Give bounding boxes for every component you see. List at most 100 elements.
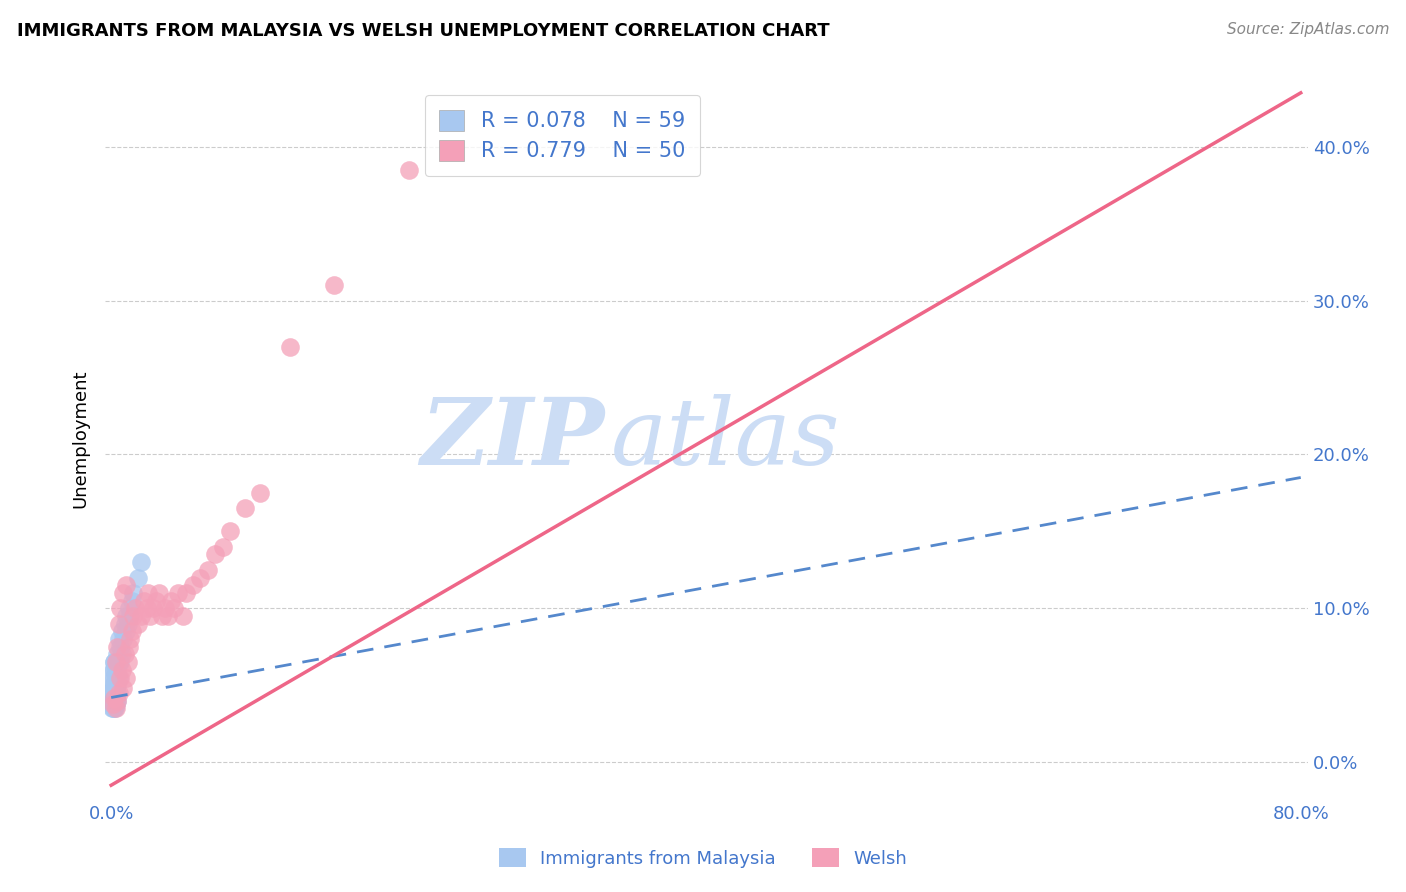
Legend: R = 0.078    N = 59, R = 0.779    N = 50: R = 0.078 N = 59, R = 0.779 N = 50 (425, 95, 700, 176)
Point (148, 586, 170, 600)
Point (104, 701, 127, 715)
Point (153, 601, 176, 615)
Point (103, 663, 125, 677)
Point (190, 570, 212, 584)
Point (120, 632, 142, 646)
Point (105, 648, 128, 662)
Text: ZIP: ZIP (420, 394, 605, 484)
Point (139, 609, 162, 624)
Point (104, 693, 127, 707)
Point (204, 548, 226, 562)
Point (103, 681, 125, 696)
Point (156, 609, 179, 624)
Point (107, 686, 129, 700)
Point (103, 690, 125, 705)
Point (117, 655, 139, 669)
Point (114, 648, 136, 662)
Point (103, 697, 125, 711)
Point (278, 340, 301, 354)
Point (101, 697, 124, 711)
Point (110, 648, 132, 662)
Point (127, 570, 149, 584)
Point (105, 640, 128, 654)
Point (120, 609, 142, 624)
Point (101, 701, 124, 715)
Point (105, 693, 128, 707)
Point (103, 681, 125, 696)
Point (115, 578, 138, 592)
Point (107, 616, 129, 631)
Point (107, 671, 129, 685)
Point (104, 655, 127, 669)
Point (105, 678, 128, 692)
Point (112, 632, 135, 646)
Point (104, 681, 127, 696)
Text: IMMIGRANTS FROM MALAYSIA VS WELSH UNEMPLOYMENT CORRELATION CHART: IMMIGRANTS FROM MALAYSIA VS WELSH UNEMPL… (17, 22, 830, 40)
Point (124, 601, 146, 615)
Point (118, 601, 141, 615)
Point (105, 693, 128, 707)
Point (159, 593, 181, 607)
Point (162, 601, 184, 615)
Point (108, 655, 131, 669)
Point (138, 586, 160, 600)
Point (115, 609, 138, 624)
Point (101, 690, 124, 705)
Point (211, 540, 233, 554)
Point (249, 486, 271, 500)
Point (117, 616, 139, 631)
Point (107, 655, 129, 669)
Point (122, 609, 145, 624)
Point (103, 655, 125, 669)
Point (145, 593, 167, 607)
Point (103, 690, 125, 705)
Point (197, 563, 219, 577)
Point (110, 663, 132, 677)
Point (101, 697, 124, 711)
Point (112, 586, 135, 600)
Point (233, 501, 256, 516)
Point (103, 690, 125, 705)
Point (104, 663, 127, 677)
Point (104, 701, 127, 715)
Point (104, 686, 127, 700)
Point (103, 693, 125, 707)
Point (103, 697, 125, 711)
Point (114, 616, 136, 631)
Point (101, 697, 124, 711)
Y-axis label: Unemployment: Unemployment (72, 370, 89, 508)
Point (112, 681, 135, 696)
Point (103, 701, 125, 715)
Point (107, 632, 129, 646)
Point (101, 693, 124, 707)
Text: atlas: atlas (610, 394, 839, 484)
Point (110, 624, 132, 639)
Point (101, 663, 124, 677)
Point (104, 671, 127, 685)
Point (105, 663, 128, 677)
Point (167, 586, 190, 600)
Point (103, 678, 125, 692)
Point (104, 690, 127, 705)
Point (104, 678, 127, 692)
Legend: Immigrants from Malaysia, Welsh: Immigrants from Malaysia, Welsh (488, 838, 918, 879)
Point (103, 690, 125, 705)
Point (142, 601, 165, 615)
Point (108, 601, 131, 615)
Point (174, 586, 197, 600)
Point (103, 671, 125, 685)
Point (108, 671, 131, 685)
Point (121, 593, 143, 607)
Point (115, 624, 138, 639)
Point (101, 671, 124, 685)
Point (101, 693, 124, 707)
Point (103, 686, 125, 700)
Point (104, 655, 127, 669)
Point (172, 609, 194, 624)
Point (103, 655, 125, 669)
Point (121, 624, 143, 639)
Point (219, 524, 242, 539)
Point (132, 593, 155, 607)
Point (135, 601, 157, 615)
Point (398, 162, 420, 177)
